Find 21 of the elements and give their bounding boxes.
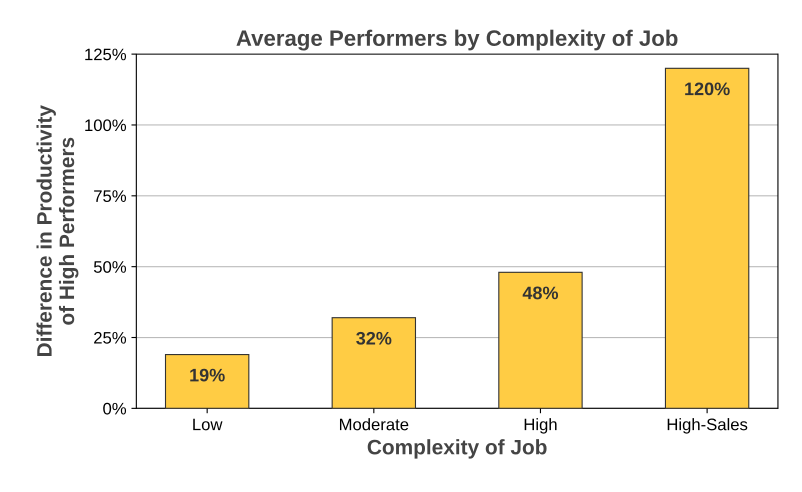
y-tick-label: 100% [85, 119, 126, 132]
data-label: 32% [356, 332, 392, 345]
y-tick-label: 50% [94, 261, 126, 273]
x-tick-label: Low [193, 418, 222, 430]
y-tick-label: 0% [103, 402, 126, 415]
y-tick-label: 125% [85, 48, 126, 60]
y-tick-label: 75% [94, 190, 126, 202]
bar [664, 68, 750, 408]
bar [164, 354, 250, 408]
data-label: 120% [685, 82, 730, 96]
data-label: 19% [190, 368, 225, 382]
chart-title: Average Performers by Complexity of Job [236, 30, 678, 50]
x-tick-label: High [524, 418, 557, 434]
data-label: 48% [522, 286, 558, 300]
x-tick-label: Moderate [340, 418, 408, 430]
x-axis-title: Complexity of Job [368, 439, 547, 459]
bar [332, 317, 416, 408]
y-tick-label: 25% [94, 332, 126, 344]
bar [498, 272, 583, 408]
y-axis-title: Difference in Productivity of High Performers [36, 105, 78, 356]
x-tick-label: High-Sales [668, 418, 748, 434]
